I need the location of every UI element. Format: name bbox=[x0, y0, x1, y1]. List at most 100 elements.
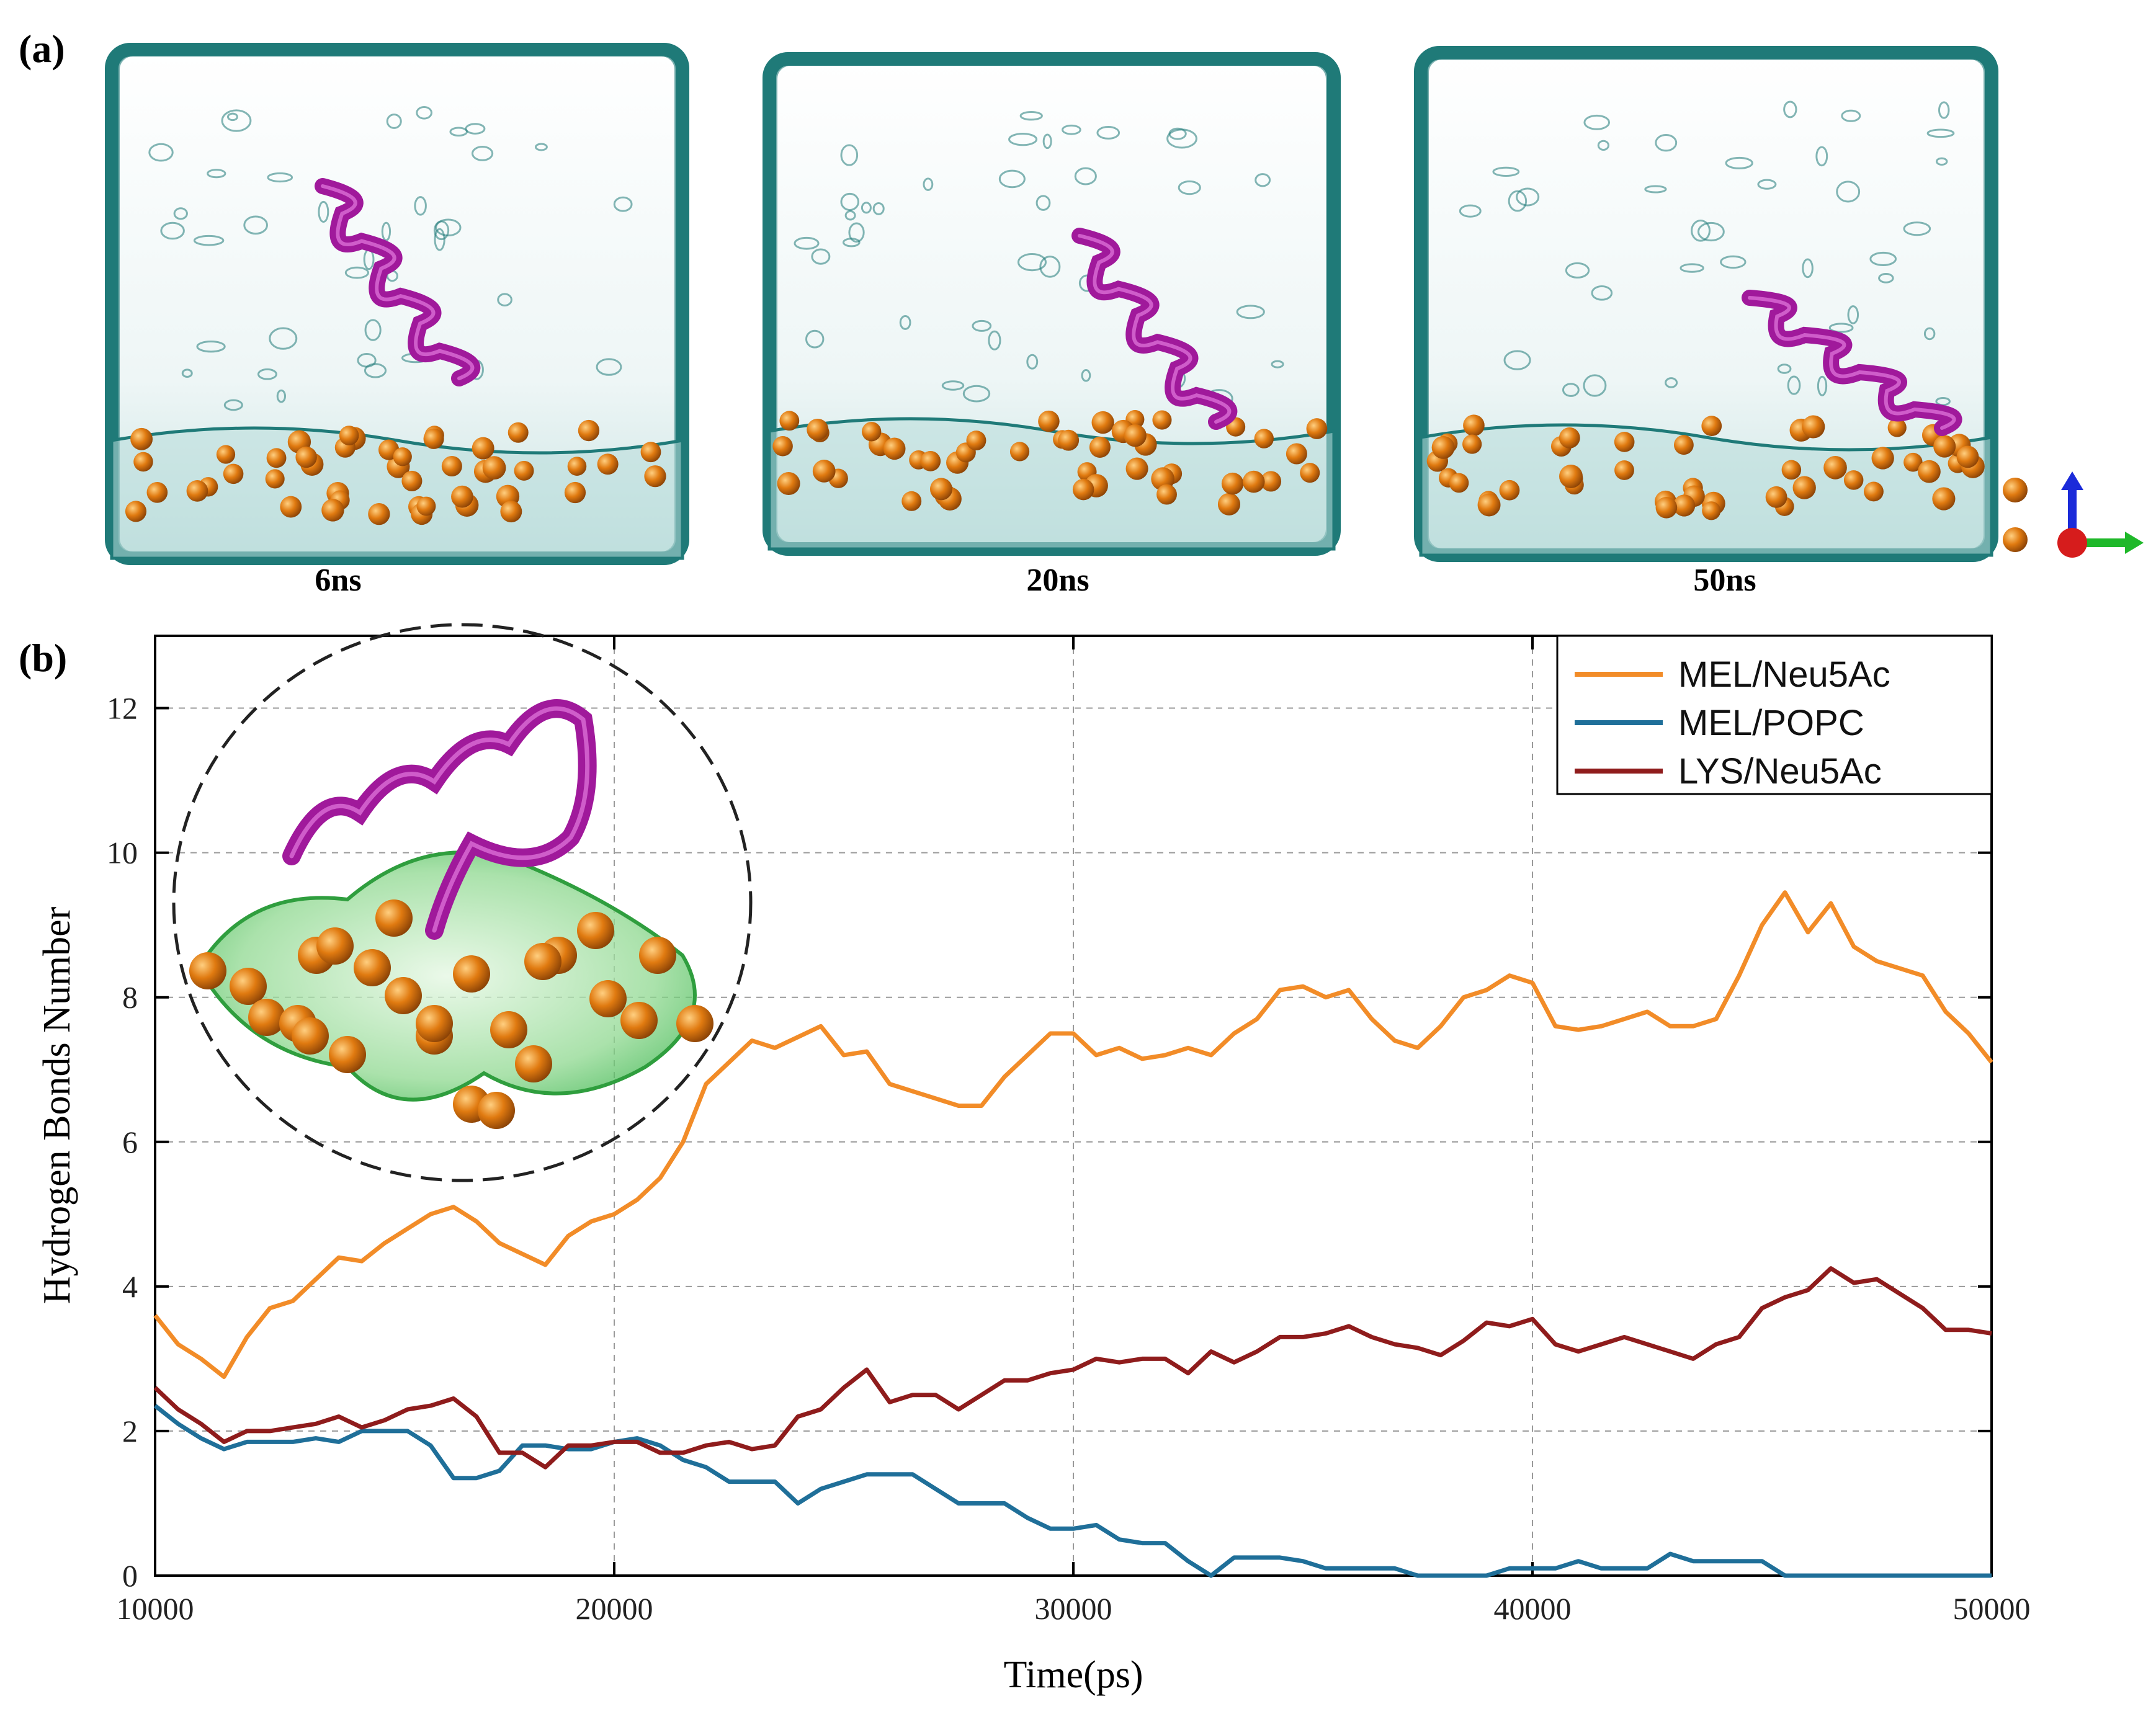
water-cavity bbox=[794, 236, 820, 250]
inset-phosphate-bead bbox=[453, 955, 490, 993]
phosphate-bead bbox=[416, 496, 436, 516]
water-cavity bbox=[1655, 133, 1678, 152]
water-cavity bbox=[435, 218, 462, 237]
y-tick-label: 6 bbox=[122, 1125, 138, 1159]
phosphate-bead bbox=[1655, 496, 1678, 519]
phosphate-bead bbox=[186, 480, 208, 502]
water-cavity bbox=[364, 319, 382, 341]
y-tick-label: 0 bbox=[122, 1558, 138, 1593]
phosphate-bead bbox=[1674, 435, 1694, 455]
phosphate-bead bbox=[514, 460, 534, 481]
water-cavity bbox=[364, 363, 387, 378]
water-cavity bbox=[842, 238, 861, 248]
water-cavity bbox=[1757, 179, 1777, 190]
water-cavity bbox=[1516, 187, 1540, 207]
inset-phosphate-bead bbox=[248, 999, 285, 1036]
snapshot-row bbox=[105, 43, 1998, 565]
legend-box bbox=[1556, 635, 1993, 795]
snapshot-time-label: 50ns bbox=[1693, 563, 1756, 598]
inset-membrane-image bbox=[172, 623, 753, 1182]
phosphate-bead bbox=[393, 447, 412, 466]
inset-phosphate-bead bbox=[316, 927, 354, 965]
water-cavity bbox=[1042, 133, 1052, 149]
phosphate-bead bbox=[1221, 472, 1244, 495]
water-cavity bbox=[226, 112, 238, 122]
inset-phosphate-bead bbox=[620, 1002, 658, 1039]
water-cavity bbox=[1665, 377, 1678, 388]
phosphate-bead bbox=[1260, 471, 1282, 492]
water-cavity bbox=[1828, 323, 1854, 333]
phosphate-bead bbox=[1701, 416, 1722, 436]
inset-phosphate-bead bbox=[676, 1005, 713, 1042]
water-cavity bbox=[1841, 109, 1861, 122]
y-axis-title: Hydrogen Bonds Number bbox=[36, 906, 78, 1304]
phosphate-bead bbox=[146, 481, 168, 503]
water-cavity bbox=[848, 222, 865, 243]
water-cavity bbox=[1878, 272, 1894, 283]
phosphate-bead bbox=[216, 445, 236, 464]
inset-phosphate-bead bbox=[416, 1005, 453, 1042]
phosphate-bead bbox=[567, 457, 587, 476]
water-cavity bbox=[1836, 181, 1861, 203]
phosphate-bead bbox=[578, 419, 600, 442]
phosphate-bead bbox=[1956, 445, 1979, 468]
water-cavity bbox=[1236, 305, 1265, 319]
phosphate-bead bbox=[223, 463, 244, 484]
water-cavity bbox=[1492, 166, 1520, 177]
phosphate-bead bbox=[597, 453, 619, 475]
water-cavity bbox=[434, 228, 445, 251]
inset-phosphate-bead bbox=[490, 1011, 527, 1048]
phosphate-bead bbox=[125, 501, 147, 522]
phosphate-bead bbox=[777, 472, 800, 495]
tick-labels: 10000 20000 30000 40000 50000 0 2 4 6 8 10 12 bbox=[107, 691, 2031, 1626]
phosphate-bead bbox=[920, 451, 941, 471]
snapshot-time-label: 20ns bbox=[1026, 563, 1089, 598]
x-tick-label: 20000 bbox=[576, 1591, 653, 1626]
phosphate-bead bbox=[508, 422, 529, 443]
water-cavity bbox=[1597, 140, 1609, 151]
water-cavity bbox=[243, 215, 268, 235]
hbond-chart: 10000 20000 30000 40000 50000 0 2 4 6 8 10 12 Time(… bbox=[36, 623, 2031, 1696]
phosphate-bead bbox=[321, 499, 344, 522]
inset-phosphate-bead bbox=[329, 1036, 366, 1073]
phosphate-bead bbox=[1559, 465, 1583, 488]
water-cavity bbox=[1787, 375, 1801, 395]
phosphate-bead bbox=[1462, 434, 1482, 454]
series-line-mel-neu5ac bbox=[153, 890, 1993, 1379]
water-cavity bbox=[1178, 180, 1201, 195]
phosphate-bead bbox=[441, 456, 462, 477]
water-cavity bbox=[972, 319, 992, 332]
water-cavity bbox=[1562, 383, 1580, 397]
water-cavity bbox=[861, 202, 872, 214]
legend-label: MEL/POPC bbox=[1678, 703, 1864, 743]
inset-phosphate-bead bbox=[292, 1017, 329, 1055]
phosphate-bead bbox=[265, 469, 285, 489]
water-cavity bbox=[1583, 114, 1611, 130]
phosphate-bead bbox=[644, 465, 666, 488]
phosphate-bead bbox=[472, 437, 494, 460]
phosphate-bead bbox=[1765, 486, 1787, 508]
water-cavity bbox=[840, 192, 860, 211]
water-cavity bbox=[196, 341, 226, 353]
water-cavity bbox=[899, 315, 911, 330]
water-cavity bbox=[1008, 133, 1038, 146]
water-cavity bbox=[471, 146, 494, 161]
water-cavity bbox=[1096, 126, 1120, 140]
water-cavity bbox=[1815, 146, 1828, 167]
phosphate-bead bbox=[564, 481, 586, 504]
phosphate-bead bbox=[1673, 494, 1696, 517]
water-cavity bbox=[1062, 124, 1081, 135]
phosphate-bead bbox=[1463, 414, 1485, 437]
water-cavity bbox=[160, 221, 185, 240]
water-cavity bbox=[844, 210, 856, 221]
phosphate-bead bbox=[862, 422, 882, 442]
series-line-lys-neu5ac bbox=[153, 1266, 1992, 1470]
legend-label: LYS/Neu5Ac bbox=[1678, 751, 1882, 792]
water-cavity bbox=[267, 172, 293, 183]
inset-phosphate-bead bbox=[524, 943, 561, 980]
water-cavity bbox=[811, 248, 831, 265]
water-cavity bbox=[1459, 204, 1482, 218]
x-tick-label: 40000 bbox=[1494, 1591, 1572, 1626]
phosphate-bead bbox=[1091, 411, 1114, 434]
